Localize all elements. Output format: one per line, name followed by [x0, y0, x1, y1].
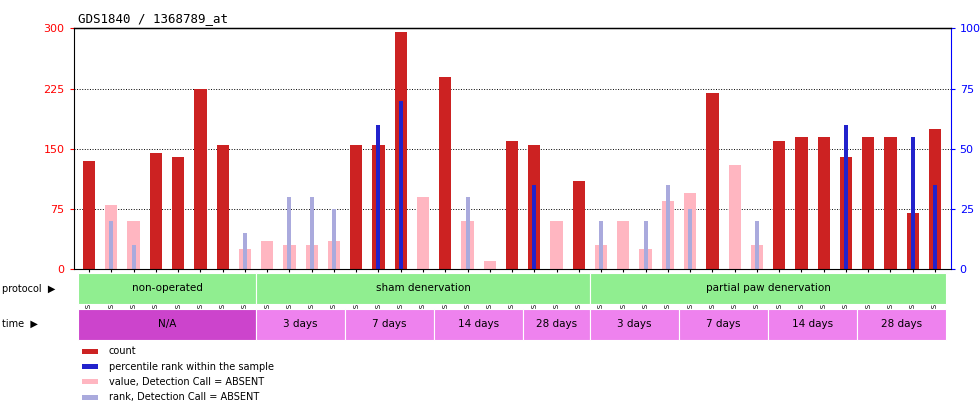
Text: 14 days: 14 days — [458, 318, 499, 328]
Text: 7 days: 7 days — [707, 318, 741, 328]
FancyBboxPatch shape — [256, 273, 590, 304]
Text: protocol  ▶: protocol ▶ — [2, 284, 55, 294]
Bar — [933, 185, 937, 269]
FancyBboxPatch shape — [78, 273, 256, 304]
Bar — [528, 145, 540, 269]
Bar — [395, 32, 407, 269]
Bar — [595, 245, 608, 269]
Bar — [617, 221, 629, 269]
Bar — [82, 395, 98, 400]
Bar — [376, 125, 380, 269]
Bar — [462, 221, 473, 269]
Bar — [131, 245, 135, 269]
Text: non-operated: non-operated — [131, 283, 203, 293]
Bar — [665, 185, 670, 269]
Bar — [416, 197, 429, 269]
Bar — [332, 209, 336, 269]
Text: sham denervation: sham denervation — [375, 283, 470, 293]
Bar — [773, 141, 785, 269]
FancyBboxPatch shape — [768, 309, 858, 340]
Bar — [439, 77, 452, 269]
Bar — [551, 221, 563, 269]
Bar — [844, 125, 848, 269]
Bar — [150, 153, 162, 269]
Text: count: count — [109, 346, 136, 356]
Bar — [817, 137, 830, 269]
Bar — [239, 249, 251, 269]
Bar — [572, 181, 585, 269]
Bar — [172, 157, 184, 269]
FancyBboxPatch shape — [679, 309, 768, 340]
Bar — [640, 249, 652, 269]
FancyBboxPatch shape — [256, 309, 345, 340]
Text: N/A: N/A — [158, 318, 176, 328]
Bar — [506, 141, 518, 269]
Bar — [306, 245, 318, 269]
Bar — [82, 364, 98, 369]
Bar — [929, 129, 941, 269]
Text: percentile rank within the sample: percentile rank within the sample — [109, 362, 273, 371]
Bar — [528, 145, 540, 269]
Text: rank, Detection Call = ABSENT: rank, Detection Call = ABSENT — [109, 392, 259, 402]
Bar — [707, 93, 718, 269]
Bar — [840, 157, 852, 269]
Bar — [728, 165, 741, 269]
Bar — [310, 197, 314, 269]
Bar — [399, 101, 403, 269]
Bar — [82, 379, 98, 384]
Text: partial paw denervation: partial paw denervation — [706, 283, 830, 293]
FancyBboxPatch shape — [523, 309, 590, 340]
Bar — [217, 145, 228, 269]
Bar — [83, 161, 95, 269]
Bar — [751, 245, 763, 269]
Bar — [644, 221, 648, 269]
Text: 3 days: 3 days — [283, 318, 318, 328]
Bar — [662, 201, 674, 269]
Bar — [884, 137, 897, 269]
FancyBboxPatch shape — [590, 309, 679, 340]
Text: GDS1840 / 1368789_at: GDS1840 / 1368789_at — [78, 12, 228, 25]
Bar — [755, 221, 759, 269]
Bar — [906, 213, 919, 269]
Bar — [796, 137, 808, 269]
FancyBboxPatch shape — [434, 309, 523, 340]
Bar — [862, 137, 874, 269]
Bar — [243, 233, 247, 269]
Bar — [599, 221, 603, 269]
Bar — [283, 245, 296, 269]
Bar — [261, 241, 273, 269]
FancyBboxPatch shape — [858, 309, 946, 340]
Bar — [395, 32, 407, 269]
Bar — [127, 221, 140, 269]
Bar — [110, 221, 114, 269]
Bar — [287, 197, 291, 269]
Bar — [105, 205, 118, 269]
Bar — [684, 193, 696, 269]
Bar — [466, 197, 469, 269]
Text: time  ▶: time ▶ — [2, 319, 38, 329]
FancyBboxPatch shape — [590, 273, 946, 304]
Text: 28 days: 28 days — [881, 318, 922, 328]
FancyBboxPatch shape — [78, 309, 256, 340]
Bar — [194, 89, 207, 269]
Bar — [350, 145, 363, 269]
Bar — [372, 145, 384, 269]
Text: 28 days: 28 days — [536, 318, 577, 328]
Bar — [484, 261, 496, 269]
Text: value, Detection Call = ABSENT: value, Detection Call = ABSENT — [109, 377, 264, 387]
Text: 7 days: 7 days — [372, 318, 407, 328]
Text: 14 days: 14 days — [792, 318, 833, 328]
Bar — [688, 209, 692, 269]
Bar — [910, 137, 914, 269]
FancyBboxPatch shape — [345, 309, 434, 340]
Bar — [82, 349, 98, 354]
Bar — [328, 241, 340, 269]
Bar — [929, 129, 941, 269]
Text: 3 days: 3 days — [617, 318, 652, 328]
Bar — [532, 185, 536, 269]
